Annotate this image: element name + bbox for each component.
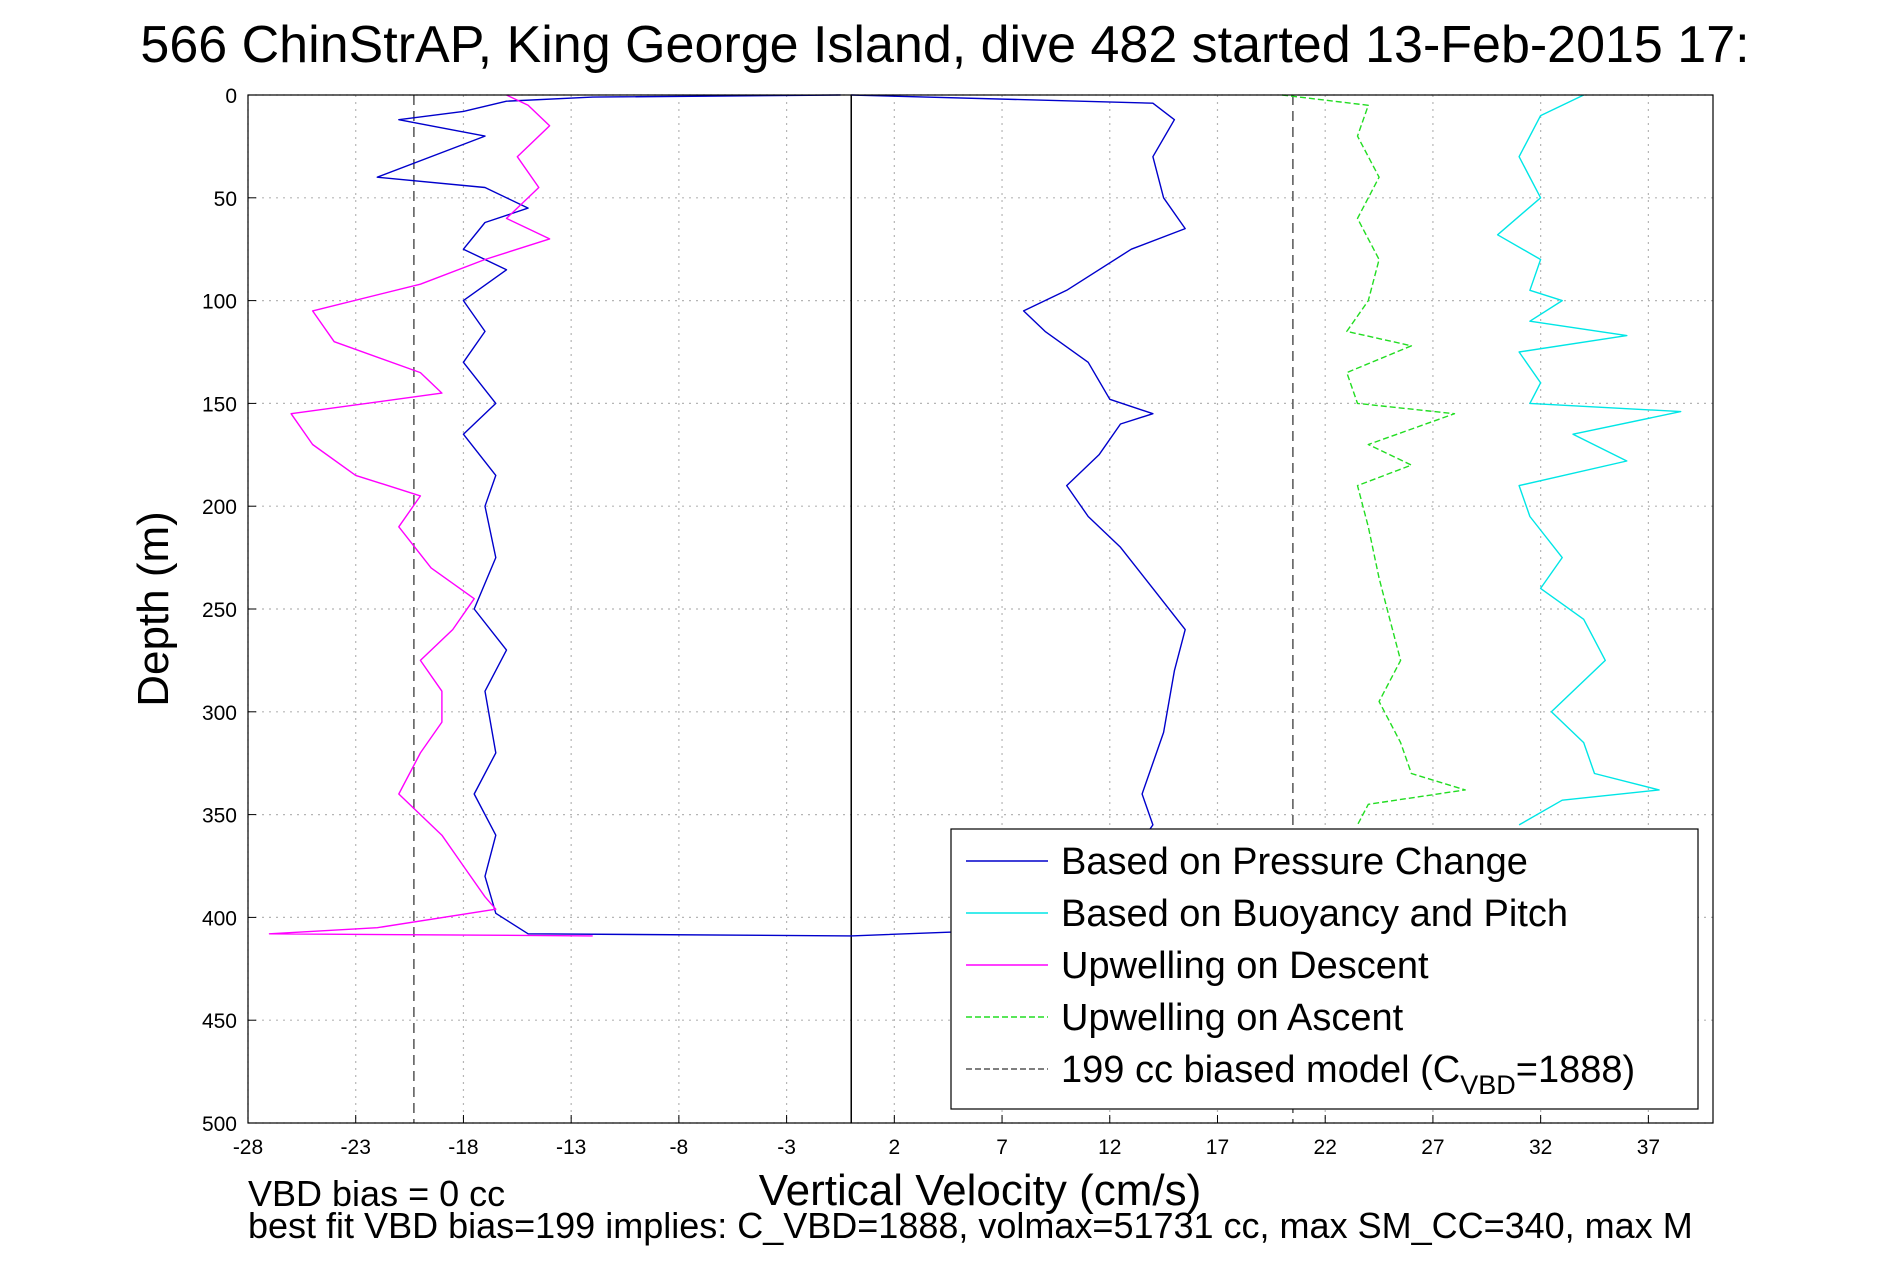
y-tick-label: 450	[202, 1010, 237, 1033]
x-tick-label: 37	[1637, 1136, 1660, 1159]
legend-box	[950, 828, 1699, 1110]
series-line-3	[268, 94, 593, 937]
x-tick-label: -18	[448, 1136, 478, 1159]
y-tick-label: 400	[202, 907, 237, 930]
vbd-bias-note: VBD bias = 0 cc	[248, 1173, 505, 1214]
chart-title: 566 ChinStrAP, King George Island, dive …	[140, 16, 1749, 74]
axis-ticks: -28 -23 -18 -13 -8 -3 2 7 12 17 22 27 32 370501001502…	[202, 85, 1660, 1159]
y-tick-label: 350	[202, 805, 237, 828]
x-tick-label: -28	[233, 1136, 263, 1159]
legend-label: 199 cc biased model (CVBD=1888)	[1061, 1049, 1635, 1100]
x-tick-label: 22	[1314, 1136, 1337, 1159]
best-fit-note: best fit VBD bias=199 implies: C_VBD=188…	[248, 1205, 1693, 1246]
y-tick-label: 200	[202, 496, 237, 519]
x-tick-label: -8	[670, 1136, 689, 1159]
legend-label: Upwelling on Descent	[1061, 945, 1429, 987]
x-tick-label: 12	[1098, 1136, 1121, 1159]
legend-label: Based on Buoyancy and Pitch	[1061, 893, 1568, 935]
legend-label: Upwelling on Ascent	[1061, 997, 1404, 1039]
x-tick-label: 7	[996, 1136, 1008, 1159]
x-tick-label: 2	[888, 1136, 900, 1159]
y-axis-label: Depth (m)	[129, 511, 178, 707]
legend: Based on Pressure Change Based on Buoyanc…	[950, 828, 1699, 1110]
series-line-2	[1496, 94, 1682, 826]
y-tick-label: 50	[214, 188, 237, 211]
legend-label: Based on Pressure Change	[1061, 841, 1528, 883]
x-tick-label: -13	[556, 1136, 586, 1159]
x-axis-label: Vertical Velocity (cm/s)	[759, 1166, 1202, 1215]
x-tick-label: -23	[341, 1136, 371, 1159]
y-tick-label: 150	[202, 393, 237, 416]
series-layer	[268, 94, 1682, 937]
series-line-0	[376, 94, 852, 937]
x-tick-label: 27	[1421, 1136, 1444, 1159]
y-tick-label: 100	[202, 291, 237, 314]
series-line-4	[1282, 94, 1466, 826]
y-tick-label: 300	[202, 702, 237, 725]
x-tick-label: -3	[777, 1136, 796, 1159]
y-tick-label: 0	[225, 85, 237, 108]
y-tick-label: 250	[202, 599, 237, 622]
legend-items: Based on Pressure Change Based on Buoyanc…	[966, 841, 1635, 1100]
series-line-1	[851, 94, 1186, 937]
x-tick-label: 32	[1529, 1136, 1552, 1159]
y-tick-label: 500	[202, 1113, 237, 1136]
x-tick-label: 17	[1206, 1136, 1229, 1159]
